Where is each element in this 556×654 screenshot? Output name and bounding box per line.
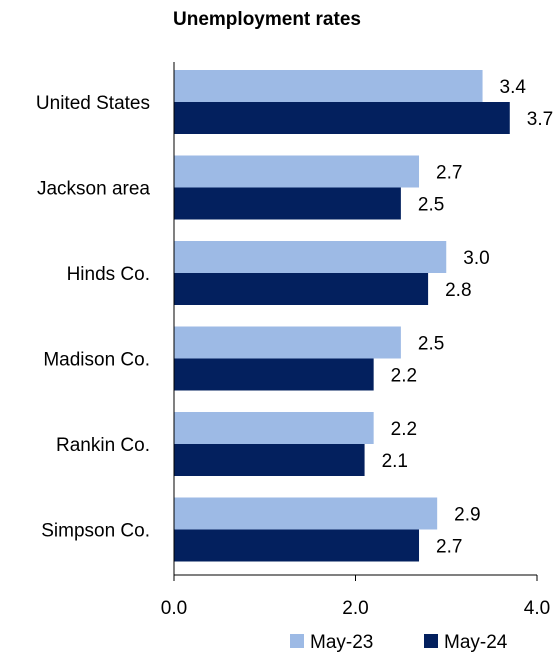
value-label: 2.7	[436, 163, 462, 184]
category-label: Jackson area	[37, 179, 150, 200]
x-tick-label: 2.0	[342, 598, 368, 619]
legend-swatch-may-23	[290, 634, 304, 648]
value-label: 2.1	[382, 451, 408, 472]
bar-may-23-2	[174, 241, 447, 273]
x-tick-label: 0.0	[161, 598, 187, 619]
value-label: 2.5	[418, 334, 444, 355]
category-label: Simpson Co.	[41, 521, 150, 542]
value-label: 2.2	[391, 419, 417, 440]
category-label: United States	[36, 93, 150, 114]
bar-may-24-0	[174, 102, 510, 134]
bar-may-23-3	[174, 326, 401, 359]
legend: May-23 May-24	[290, 632, 508, 653]
value-label: 2.2	[391, 366, 417, 387]
value-label: 2.5	[418, 195, 444, 216]
bar-may-24-3	[174, 358, 374, 391]
bar-may-23-0	[174, 70, 483, 102]
bar-may-24-4	[174, 444, 365, 476]
legend-swatch-may-24	[424, 634, 438, 648]
bar-may-23-1	[174, 155, 420, 188]
value-label: 3.4	[500, 77, 527, 98]
legend-label: May-23	[310, 632, 373, 653]
plot-area: 3.43.7 United States 2.7 2.5 Jackson area 3.0…	[36, 62, 553, 619]
bar-may-24-2	[174, 273, 429, 305]
category-label: Madison Co.	[43, 350, 150, 371]
value-label: 2.8	[445, 280, 471, 301]
bar-may-24-1	[174, 187, 401, 220]
chart-title: Unemployment rates	[173, 9, 361, 30]
category-label: Hinds Co.	[67, 264, 150, 285]
legend-label: May-24	[444, 632, 508, 653]
bar-may-23-5	[174, 497, 438, 530]
value-label: 2.7	[436, 537, 462, 558]
x-tick-label: 4.0	[524, 598, 550, 619]
value-label: 2.9	[454, 505, 480, 526]
category-label: Rankin Co.	[56, 435, 150, 456]
bar-may-23-4	[174, 412, 374, 444]
value-label: 3.0	[463, 248, 489, 269]
value-label: 3.7	[527, 109, 553, 130]
bar-may-24-5	[174, 529, 420, 562]
